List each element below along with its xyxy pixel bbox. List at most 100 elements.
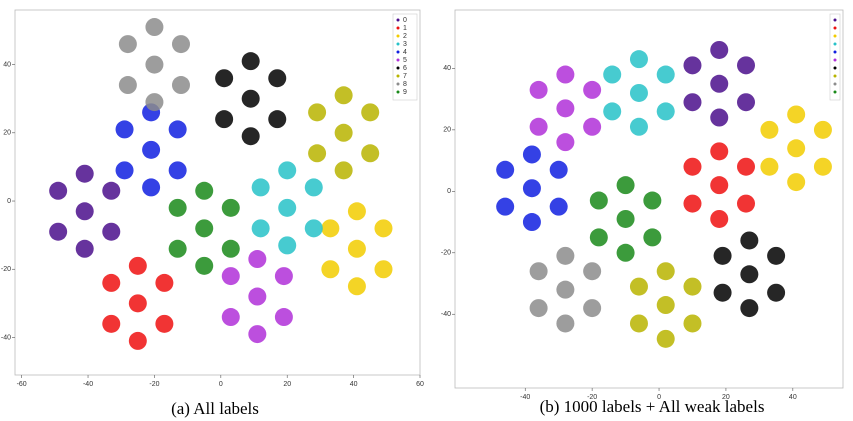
point	[616, 176, 635, 195]
legend-marker	[833, 90, 837, 94]
point	[529, 80, 548, 99]
point	[710, 108, 729, 127]
point	[787, 173, 806, 192]
point	[75, 239, 94, 258]
point	[321, 219, 340, 238]
legend-marker	[833, 66, 837, 70]
point	[629, 277, 648, 296]
point	[221, 267, 240, 286]
point	[556, 314, 575, 333]
point	[683, 56, 702, 75]
point	[496, 160, 515, 179]
legend-marker	[396, 90, 400, 94]
point	[787, 105, 806, 124]
point	[603, 65, 622, 84]
point	[278, 198, 297, 217]
point	[145, 18, 164, 37]
point	[683, 93, 702, 112]
point	[142, 178, 161, 197]
point	[49, 181, 68, 200]
point	[195, 181, 214, 200]
y-tick-label: 40	[443, 65, 451, 72]
point	[629, 314, 648, 333]
legend-label: 4	[403, 49, 407, 56]
point	[583, 299, 602, 318]
point	[713, 283, 732, 302]
point	[710, 74, 729, 93]
point	[128, 294, 147, 313]
x-tick-label: 60	[416, 381, 424, 388]
point	[556, 65, 575, 84]
legend-label: 3	[403, 41, 407, 48]
point	[118, 35, 137, 54]
point	[115, 161, 134, 180]
point	[102, 181, 121, 200]
x-tick-label: 0	[219, 381, 223, 388]
point	[268, 110, 287, 129]
legend-label: 6	[403, 65, 407, 72]
point	[740, 265, 759, 284]
point	[168, 161, 187, 180]
x-tick-label: 20	[722, 394, 730, 401]
point	[347, 277, 366, 296]
y-tick-label: -20	[441, 250, 451, 257]
legend-marker	[833, 82, 837, 86]
point	[737, 157, 755, 176]
point	[583, 117, 602, 136]
point	[221, 198, 240, 217]
point	[556, 99, 575, 118]
y-tick-label: 20	[3, 130, 11, 137]
point	[710, 209, 729, 228]
legend-marker	[396, 50, 400, 54]
legend-marker	[396, 26, 400, 30]
point	[251, 178, 270, 197]
x-tick-label: -40	[520, 394, 530, 401]
point	[334, 123, 353, 142]
point	[374, 260, 393, 279]
point	[102, 222, 121, 241]
point	[529, 299, 548, 318]
legend-box	[829, 13, 841, 101]
point	[710, 142, 729, 161]
legend-label: 1	[403, 25, 407, 32]
y-tick-label: -40	[1, 334, 11, 341]
point	[321, 260, 340, 279]
legend-marker	[396, 74, 400, 78]
x-tick-label: 40	[350, 381, 358, 388]
point	[656, 65, 675, 84]
point	[171, 35, 190, 54]
point	[241, 127, 260, 146]
point	[787, 139, 806, 158]
point	[168, 120, 187, 139]
y-tick-label: -20	[1, 266, 11, 273]
point	[589, 228, 608, 247]
point	[629, 50, 648, 69]
point	[241, 89, 260, 108]
point	[549, 160, 568, 179]
point	[278, 236, 297, 255]
legend-marker	[833, 42, 837, 46]
point	[274, 267, 293, 286]
legend-marker	[396, 58, 400, 62]
legend-marker	[396, 42, 400, 46]
legend-label: 0	[403, 17, 407, 24]
point	[308, 144, 327, 163]
point	[195, 256, 214, 275]
point	[268, 69, 287, 88]
point	[629, 117, 648, 136]
x-tick-label: -40	[83, 381, 93, 388]
y-tick-label: 0	[7, 198, 11, 205]
point	[616, 243, 635, 262]
legend-marker	[396, 34, 400, 38]
point	[171, 76, 190, 95]
point	[347, 239, 366, 258]
point	[168, 198, 187, 217]
legend-marker	[833, 58, 837, 62]
point	[155, 273, 174, 292]
point	[334, 161, 353, 180]
point	[215, 110, 234, 129]
point	[683, 157, 702, 176]
caption: (a) All labels	[171, 399, 259, 418]
legend-label: 2	[403, 33, 407, 40]
point	[128, 331, 147, 350]
